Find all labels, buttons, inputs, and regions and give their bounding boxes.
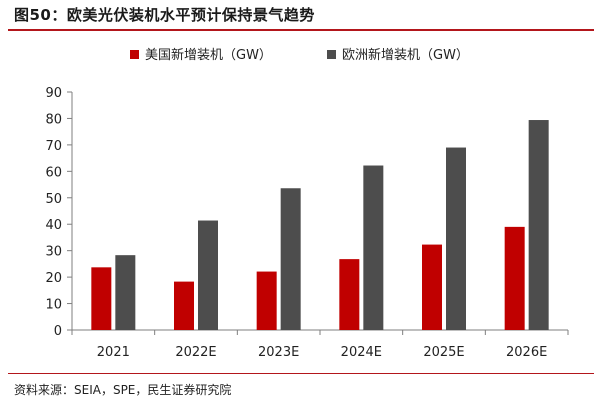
figure-title: 图50：欧美光伏装机水平预计保持景气趋势 bbox=[14, 6, 315, 24]
bar-series-1-2023E bbox=[280, 188, 301, 330]
y-tick-label: 30 bbox=[45, 245, 62, 260]
bar-series-0-2025E bbox=[422, 244, 442, 330]
y-tick-label: 90 bbox=[45, 86, 62, 101]
legend-swatch-0 bbox=[130, 50, 139, 59]
x-tick-label: 2024E bbox=[341, 345, 382, 360]
bars-group bbox=[91, 120, 549, 330]
y-tick-label: 80 bbox=[45, 112, 62, 127]
bar-series-0-2022E bbox=[174, 281, 194, 330]
bar-series-1-2022E bbox=[198, 220, 218, 330]
y-tick-label: 10 bbox=[45, 298, 62, 313]
bar-series-1-2025E bbox=[446, 147, 466, 330]
y-tick-label: 60 bbox=[45, 165, 62, 180]
bar-chart: 美国新增装机（GW） 欧洲新增装机（GW） 0 10 20 30 40 50 60 70 80 90… bbox=[45, 47, 569, 360]
legend-label-0: 美国新增装机（GW） bbox=[145, 47, 272, 63]
x-axis: 2021 2022E 2023E 2024E 2025E 2026E bbox=[71, 329, 569, 360]
legend-swatch-1 bbox=[327, 50, 336, 59]
source-note: 资料来源：SEIA，SPE，民生证券研究院 bbox=[14, 383, 232, 397]
x-tick-label: 2023E bbox=[258, 345, 299, 360]
x-tick-label: 2026E bbox=[506, 345, 547, 360]
bar-series-1-2024E bbox=[363, 165, 384, 330]
bar-series-1-2026E bbox=[528, 120, 549, 330]
title-divider bbox=[8, 29, 594, 31]
bar-series-0-2021 bbox=[91, 267, 112, 330]
x-tick-label: 2025E bbox=[423, 345, 464, 360]
y-tick-label: 0 bbox=[54, 324, 62, 339]
chart-legend: 美国新增装机（GW） 欧洲新增装机（GW） bbox=[130, 47, 469, 63]
y-tick-label: 50 bbox=[45, 192, 62, 207]
y-tick-label: 40 bbox=[45, 218, 62, 233]
x-tick-label: 2022E bbox=[175, 345, 216, 360]
bar-series-1-2021 bbox=[115, 255, 136, 330]
bar-series-0-2024E bbox=[339, 259, 360, 330]
bar-series-0-2026E bbox=[504, 226, 525, 330]
footer-divider bbox=[8, 373, 594, 374]
x-tick-label: 2021 bbox=[97, 345, 130, 360]
bar-series-0-2023E bbox=[256, 271, 277, 330]
y-axis: 0 10 20 30 40 50 60 70 80 90 bbox=[45, 86, 73, 339]
y-tick-label: 70 bbox=[45, 139, 62, 154]
figure-title-bar: 图50：欧美光伏装机水平预计保持景气趋势 bbox=[0, 0, 604, 28]
y-tick-label: 20 bbox=[45, 271, 62, 286]
legend-label-1: 欧洲新增装机（GW） bbox=[342, 47, 469, 63]
